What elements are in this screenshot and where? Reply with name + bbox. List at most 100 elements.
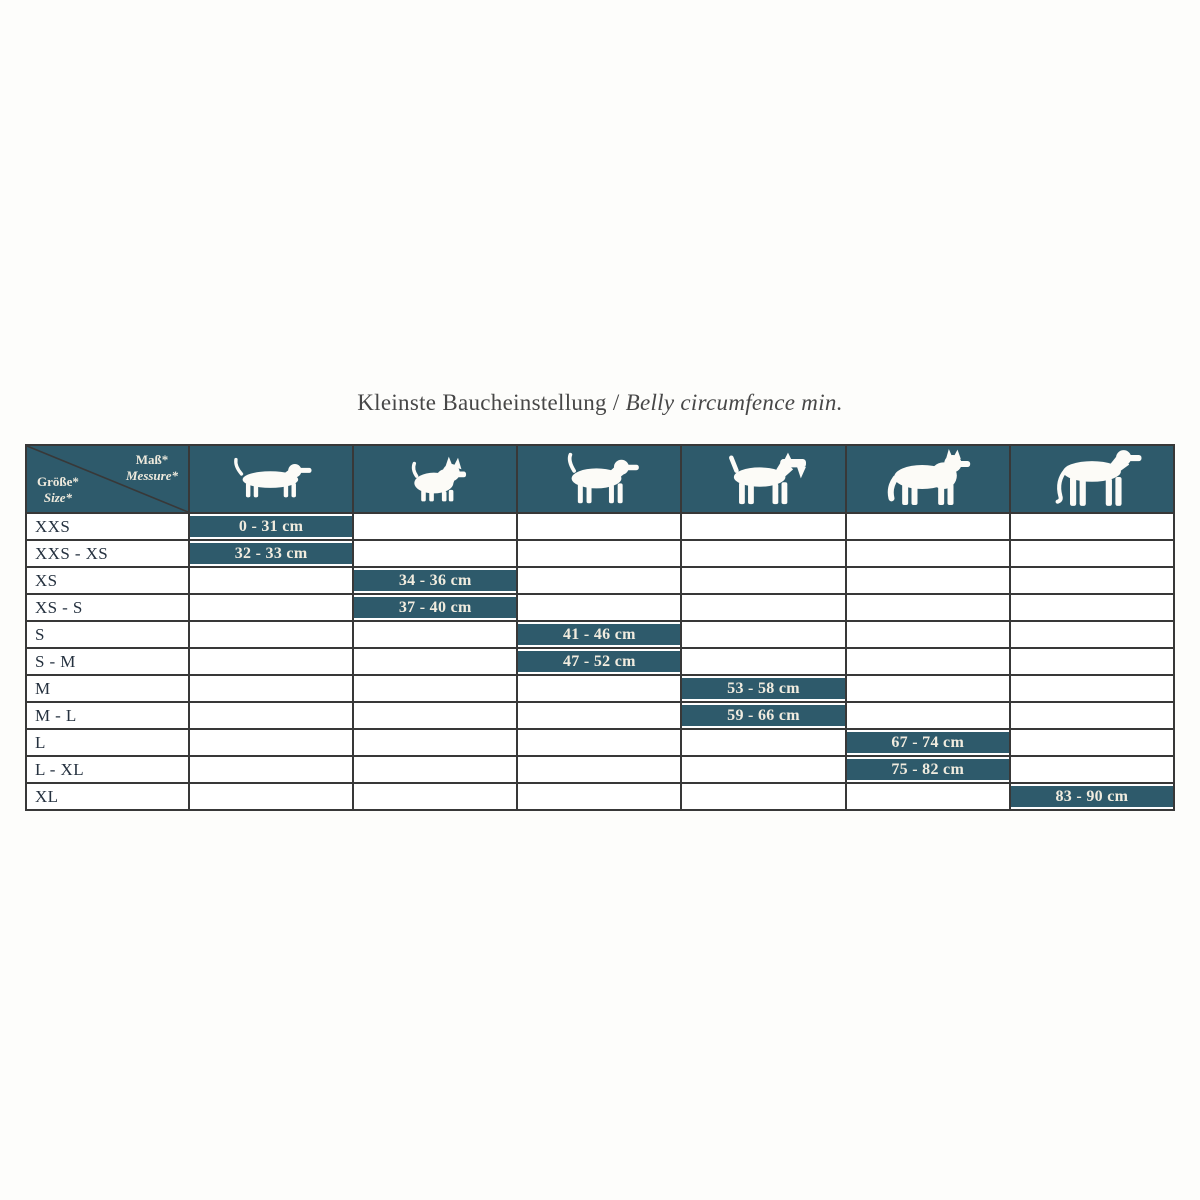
measure-corner-label: Maß* Messure* [126, 452, 178, 484]
table-row: L 67 - 74 cm [25, 728, 1176, 757]
empty-cell [844, 647, 1011, 676]
beagle-icon [568, 452, 640, 504]
empty-cell [187, 593, 355, 622]
empty-cell [352, 647, 519, 676]
empty-cell [680, 647, 847, 676]
table-row: XL 83 - 90 cm [25, 782, 1176, 811]
measure-cell: 47 - 52 cm [516, 647, 683, 676]
column-header-great-dane [1008, 444, 1176, 514]
measure-value: 67 - 74 cm [846, 732, 1009, 753]
empty-cell [187, 728, 355, 757]
empty-cell [516, 674, 683, 703]
mass-label: Maß* [135, 452, 169, 467]
empty-cell [680, 782, 847, 811]
empty-cell [680, 593, 847, 622]
measure-cell: 75 - 82 cm [844, 755, 1011, 784]
table-row: S 41 - 46 cm [25, 620, 1176, 649]
column-header-small-terrier [352, 444, 519, 514]
empty-cell [352, 512, 519, 541]
empty-cell [844, 782, 1011, 811]
empty-cell [352, 620, 519, 649]
column-header-husky [844, 444, 1011, 514]
title-separator: / [606, 390, 626, 415]
size-label-cell: S [25, 620, 190, 649]
empty-cell [352, 755, 519, 784]
size-chart-table: Maß* Messure* Größe* Size* [25, 444, 1176, 811]
measure-cell: 83 - 90 cm [1008, 782, 1176, 811]
groesse-label: Größe* [37, 474, 79, 489]
empty-cell [844, 620, 1011, 649]
column-header-beagle [516, 444, 683, 514]
empty-cell [1008, 593, 1176, 622]
title-german: Kleinste Baucheinstellung [357, 390, 607, 415]
empty-cell [516, 728, 683, 757]
empty-cell [352, 782, 519, 811]
empty-cell [1008, 701, 1176, 730]
page-title: Kleinste Baucheinstellung / Belly circum… [0, 390, 1200, 416]
table-row: XXS 0 - 31 cm [25, 512, 1176, 541]
measure-cell: 53 - 58 cm [680, 674, 847, 703]
empty-cell [516, 512, 683, 541]
empty-cell [680, 566, 847, 595]
empty-cell [1008, 566, 1176, 595]
measure-value: 83 - 90 cm [1010, 786, 1173, 807]
column-header-dachshund [187, 444, 355, 514]
empty-cell [516, 782, 683, 811]
empty-cell [187, 620, 355, 649]
messure-label: Messure* [125, 468, 178, 483]
size-label-cell: XL [25, 782, 190, 811]
empty-cell [187, 566, 355, 595]
measure-value: 34 - 36 cm [354, 570, 517, 591]
empty-cell [844, 512, 1011, 541]
measure-cell: 59 - 66 cm [680, 701, 847, 730]
empty-cell [352, 674, 519, 703]
empty-cell [516, 701, 683, 730]
size-table-body: XXS 0 - 31 cm XXS - XS 32 - 33 cm XS 34 - 36 … [25, 512, 1176, 811]
measure-cell: 37 - 40 cm [352, 593, 519, 622]
empty-cell [516, 593, 683, 622]
measure-cell: 67 - 74 cm [844, 728, 1011, 757]
title-english: Belly circumfence min. [625, 390, 843, 415]
measure-value: 47 - 52 cm [518, 651, 681, 672]
size-label-cell: L - XL [25, 755, 190, 784]
measure-cell: 32 - 33 cm [187, 539, 355, 568]
empty-cell [1008, 674, 1176, 703]
table-row: XS 34 - 36 cm [25, 566, 1176, 595]
column-header-airedale-terrier [680, 444, 847, 514]
measure-value: 0 - 31 cm [190, 516, 353, 537]
empty-cell [1008, 647, 1176, 676]
size-label-cell: XXS - XS [25, 539, 190, 568]
dachshund-icon [233, 457, 312, 498]
measure-value: 32 - 33 cm [190, 543, 353, 564]
empty-cell [187, 701, 355, 730]
empty-cell [516, 566, 683, 595]
table-row: M 53 - 58 cm [25, 674, 1176, 703]
empty-cell [187, 647, 355, 676]
empty-cell [680, 620, 847, 649]
size-label-cell: XS - S [25, 593, 190, 622]
empty-cell [844, 701, 1011, 730]
size-label-cell: M [25, 674, 190, 703]
empty-cell [844, 593, 1011, 622]
empty-cell [187, 755, 355, 784]
measure-cell: 41 - 46 cm [516, 620, 683, 649]
size-label: Size* [43, 490, 73, 505]
empty-cell [680, 512, 847, 541]
empty-cell [1008, 539, 1176, 568]
empty-cell [516, 755, 683, 784]
small-terrier-icon [412, 456, 467, 502]
empty-cell [844, 539, 1011, 568]
header-row: Maß* Messure* Größe* Size* [25, 444, 1176, 514]
empty-cell [680, 539, 847, 568]
table-row: XXS - XS 32 - 33 cm [25, 539, 1176, 568]
measure-value: 53 - 58 cm [682, 678, 845, 699]
empty-cell [187, 782, 355, 811]
measure-value: 41 - 46 cm [518, 624, 681, 645]
size-label-cell: XS [25, 566, 190, 595]
empty-cell [516, 539, 683, 568]
table-row: XS - S 37 - 40 cm [25, 593, 1176, 622]
corner-header-cell: Maß* Messure* Größe* Size* [25, 444, 190, 514]
measure-value: 75 - 82 cm [846, 759, 1009, 780]
empty-cell [352, 539, 519, 568]
table-row: M - L 59 - 66 cm [25, 701, 1176, 730]
